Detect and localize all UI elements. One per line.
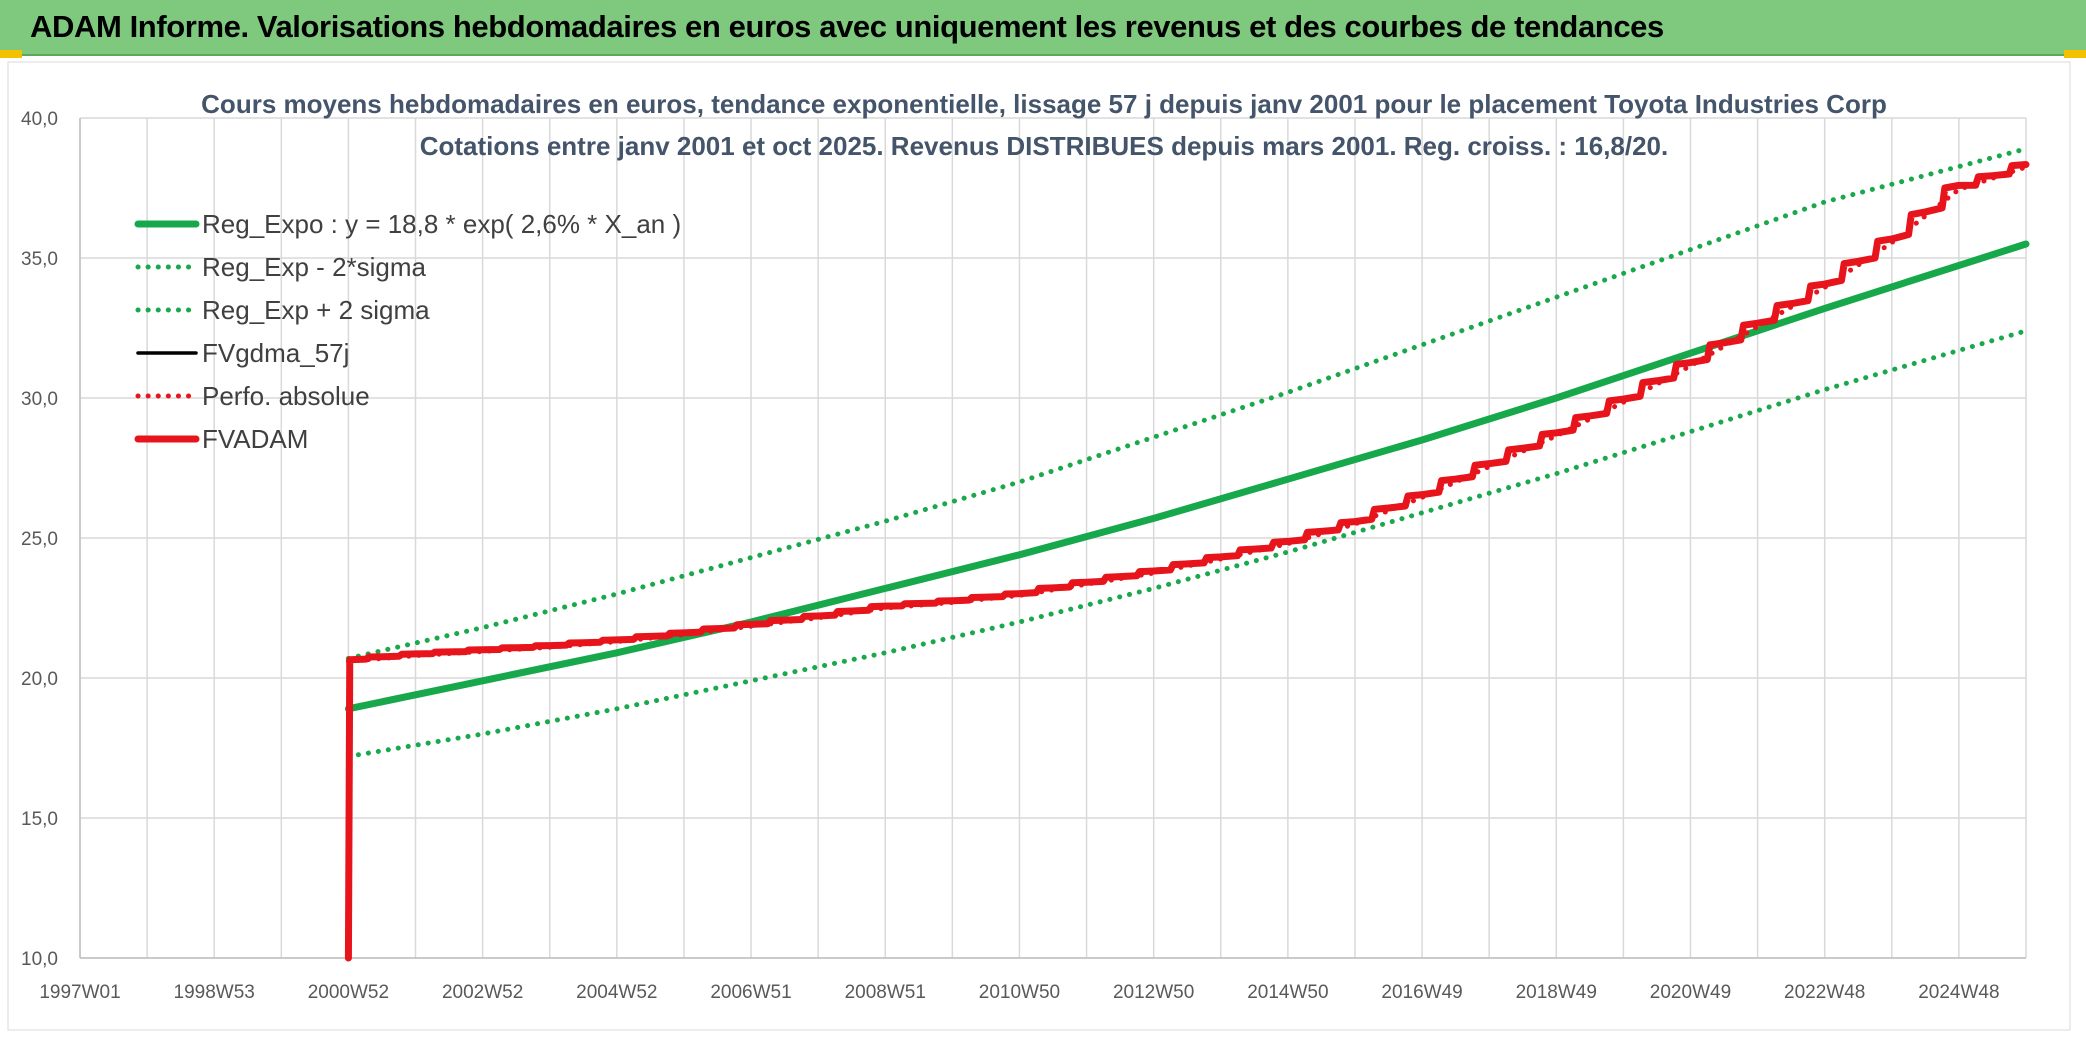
legend-label: Reg_Exp + 2 sigma xyxy=(202,295,430,325)
x-tick-label: 1998W53 xyxy=(174,982,255,1003)
x-tick-label: 2024W48 xyxy=(1918,982,1999,1003)
series-line-reg-exp-2-sigma xyxy=(345,146,2029,661)
legend-label: FVgdma_57j xyxy=(202,338,349,368)
x-tick-label: 2020W49 xyxy=(1650,982,1731,1003)
chart-title-line2: Cotations entre janv 2001 et oct 2025. R… xyxy=(420,131,1669,161)
y-tick-label: 15,0 xyxy=(21,809,58,830)
axis-layer: 10,0 15,0 20,0 25,0 30,0 35,0 40,0 1997W01 1998W… xyxy=(21,109,2026,1003)
legend-label: Perfo. absolue xyxy=(202,381,370,411)
report-title: ADAM Informe. Valorisations hebdomadaire… xyxy=(30,9,1664,44)
x-tick-label: 2022W48 xyxy=(1784,982,1865,1003)
y-tick-label: 30,0 xyxy=(21,389,58,410)
legend-label: Reg_Expo : y = 18,8 * exp( 2,6% * X_an ) xyxy=(202,209,681,239)
x-tick-label: 2012W50 xyxy=(1113,982,1194,1003)
x-tick-label: 2008W51 xyxy=(845,982,926,1003)
chart-title-line1: Cours moyens hebdomadaires en euros, ten… xyxy=(201,89,1887,119)
series-line-reg-exp-2-sigma xyxy=(345,328,2029,759)
y-tick-label: 25,0 xyxy=(21,529,58,550)
chart-svg: 10,0 15,0 20,0 25,0 30,0 35,0 40,0 1997W01 1998W… xyxy=(7,61,2071,1031)
x-tick-label: 2006W51 xyxy=(710,982,791,1003)
x-tick-label: 2002W52 xyxy=(442,982,523,1003)
x-tick-label: 1997W01 xyxy=(39,982,120,1003)
legend-label: FVADAM xyxy=(202,424,308,454)
series-line-fvadam xyxy=(344,160,2030,962)
corner-accent-right xyxy=(2064,50,2086,58)
y-tick-label: 20,0 xyxy=(21,669,58,690)
x-tick-label: 2016W49 xyxy=(1381,982,1462,1003)
legend-label: Reg_Exp - 2*sigma xyxy=(202,252,427,282)
y-tick-label: 10,0 xyxy=(21,949,58,970)
x-tick-label: 2000W52 xyxy=(308,982,389,1003)
series-layer xyxy=(344,146,2030,962)
x-tick-label: 2004W52 xyxy=(576,982,657,1003)
y-tick-label: 35,0 xyxy=(21,249,58,270)
header-banner: ADAM Informe. Valorisations hebdomadaire… xyxy=(0,0,2086,56)
corner-accent-left xyxy=(0,50,22,58)
y-tick-label: 40,0 xyxy=(21,109,58,130)
legend: Reg_Expo : y = 18,8 * exp( 2,6% * X_an )… xyxy=(134,209,681,454)
chart-frame: 10,0 15,0 20,0 25,0 30,0 35,0 40,0 1997W01 1998W… xyxy=(0,58,2086,1037)
series-line-reg-expo-y-18-8-exp-2-6-x-an xyxy=(344,240,2030,713)
x-tick-label: 2014W50 xyxy=(1247,982,1328,1003)
x-tick-label: 2018W49 xyxy=(1516,982,1597,1003)
x-tick-label: 2010W50 xyxy=(979,982,1060,1003)
